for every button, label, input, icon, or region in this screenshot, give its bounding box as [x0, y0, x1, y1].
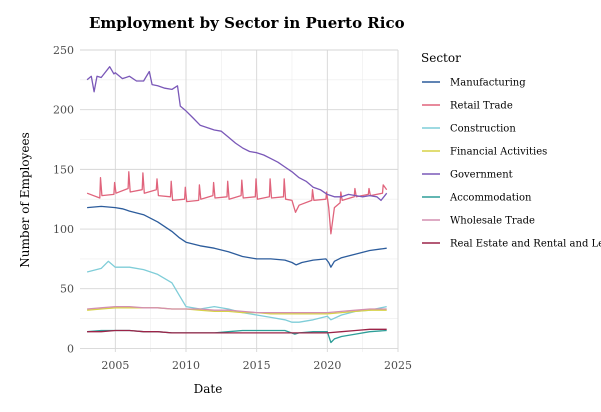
y-tick-label: 150: [53, 163, 74, 176]
chart-title: Employment by Sector in Puerto Rico: [89, 14, 405, 32]
legend-label: Construction: [450, 124, 516, 135]
legend-label: Financial Activities: [450, 147, 547, 158]
x-tick-label: 2020: [313, 359, 341, 372]
y-axis-title: Number of Employees: [18, 132, 32, 267]
y-tick-label: 0: [67, 342, 74, 355]
x-axis-title: Date: [194, 382, 223, 396]
y-tick-label: 200: [53, 104, 74, 117]
x-tick-label: 2025: [384, 359, 412, 372]
legend: Sector Manufacturing Retail Trade Construc…: [421, 51, 601, 250]
legend-label: Accommodation: [449, 193, 532, 204]
legend-label: Manufacturing: [450, 78, 526, 89]
y-tick-label: 250: [53, 44, 74, 57]
y-tick-label: 50: [60, 283, 74, 296]
series-line-real-estate-and-rental-and-leasing: [87, 328, 387, 334]
x-tick-label: 2005: [101, 359, 129, 372]
x-tick-label: 2010: [172, 359, 200, 372]
legend-label: Wholesale Trade: [450, 216, 535, 227]
series-line-retail-trade: [86, 171, 388, 235]
plot-area: 2005 2010 2015 2020 2025 0 50 100 150 200 250: [53, 44, 412, 372]
series-line-government: [86, 66, 388, 202]
legend-label: Government: [450, 170, 513, 181]
legend-label: Retail Trade: [450, 101, 513, 112]
legend-label: Real Estate and Rental and Leasing: [450, 239, 601, 250]
series-line-wholesale-trade: [87, 305, 387, 314]
y-tick-label: 100: [53, 223, 74, 236]
series-line-manufacturing: [87, 205, 387, 268]
x-tick-label: 2015: [243, 359, 271, 372]
legend-title: Sector: [421, 51, 461, 65]
